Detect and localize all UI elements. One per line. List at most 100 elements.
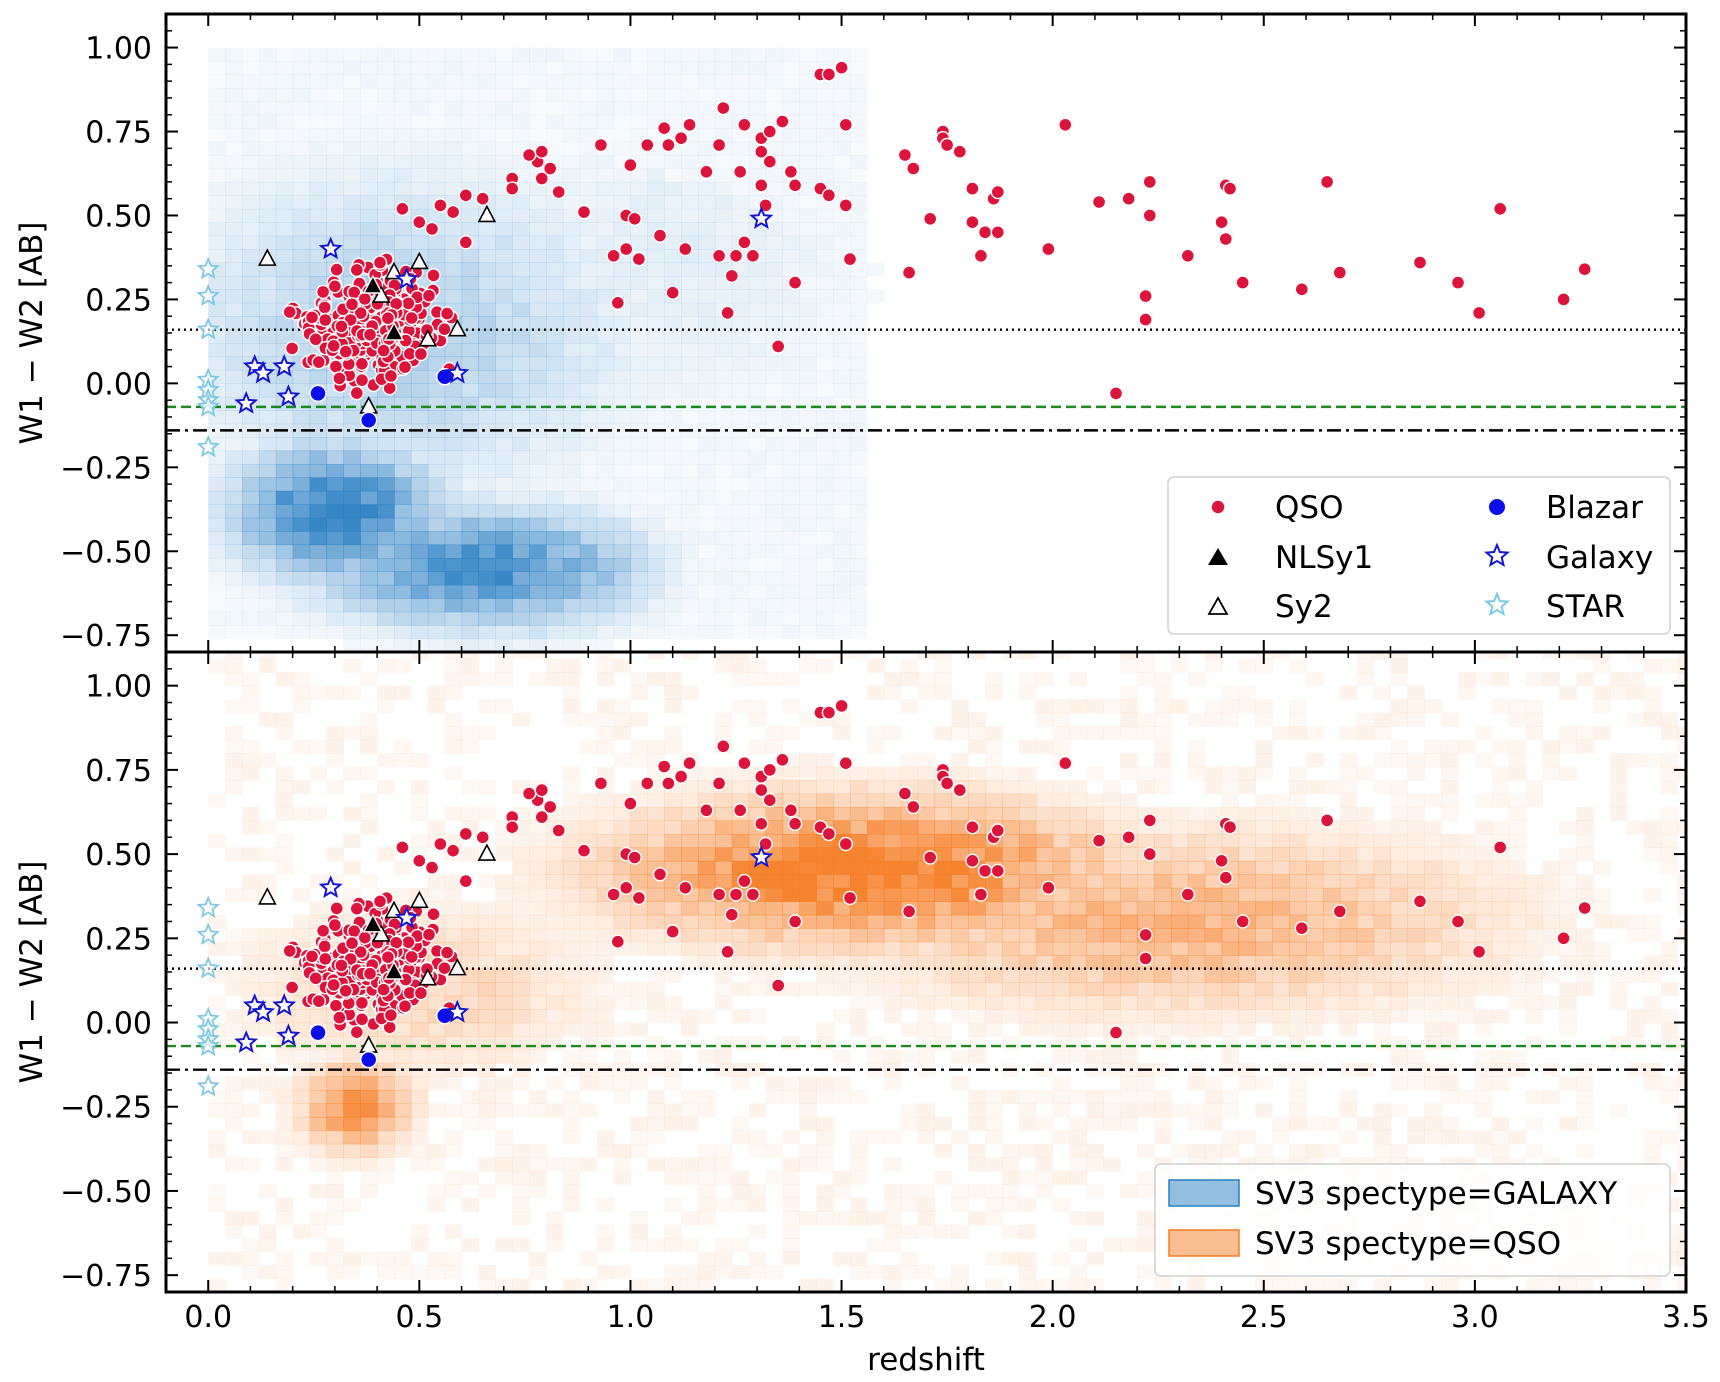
qso-hist-bin [630,1278,648,1292]
qso-hist-bin [529,928,547,943]
qso-hist-bin [1035,1062,1054,1077]
qso-hist-bin [1035,955,1054,970]
qso-hist-bin [478,982,496,997]
galaxy-hist-bin [816,584,834,599]
qso-hist-bin [546,658,564,673]
qso-hist-bin [1052,887,1071,902]
galaxy-hist-bin [377,235,395,250]
qso-hist-bin [1626,820,1645,835]
galaxy-hist-bin [326,504,344,519]
qso-hist-bin [951,968,969,983]
qso-hist-bin [1542,652,1560,660]
qso-hist-bin [1018,1197,1037,1212]
qso-hist-bin [596,968,615,983]
qso-hist-bin [1474,982,1493,997]
qso-hist-bin [1002,1089,1020,1104]
qso-hist-bin [1643,914,1662,929]
galaxy-hist-bin [208,128,226,143]
qso-hist-bin [664,1076,682,1091]
qso-hist-bin [478,1157,496,1172]
qso-hist-bin [1103,982,1121,997]
galaxy-hist-bin [258,329,277,344]
qso-hist-bin [495,658,513,673]
galaxy-hist-bin [731,571,750,586]
qso-hist-bin [1120,753,1138,768]
galaxy-hist-bin [765,369,784,384]
galaxy-hist-bin [512,558,530,572]
galaxy-hist-bin [613,181,632,196]
qso-hist-bin [934,658,952,673]
galaxy-hist-bin [816,87,834,102]
qso-hist-bin [529,847,547,862]
qso-hist-bin [1474,793,1493,808]
galaxy-hist-bin [495,329,513,344]
qso-hist-bin [427,887,446,902]
qso-hist-bin [1441,955,1459,970]
qso-hist-bin [934,820,952,835]
qso-hist-bin [1103,833,1121,848]
galaxy-hist-bin [478,383,496,398]
qso-hist-bin [529,968,547,983]
qso-hist-bin [1390,914,1408,929]
qso-hist-bin [1474,1049,1493,1064]
qso-hist-bin [1407,820,1425,835]
qso-hist-bin [1373,1143,1392,1158]
qso-hist-bin [1187,1278,1206,1292]
qso-hist-bin [343,1143,361,1158]
qso-hist-bin [1154,1089,1172,1104]
galaxy-hist-bin [410,87,429,102]
galaxy-hist-bin [478,625,496,640]
galaxy-hist-bin [461,114,480,129]
galaxy-hist-bin [225,531,243,546]
qso-hist-bin [410,1089,429,1104]
qso-hist-bin [1170,806,1189,821]
galaxy-hist-bin [478,517,496,532]
galaxy-hist-bin [562,558,581,572]
qso-hist-bin [1018,1170,1037,1185]
galaxy-hist-bin [579,531,598,546]
qso-hist-bin [326,1265,344,1280]
qso-hist-bin [495,1170,513,1185]
qso-hist-bin [1373,847,1392,862]
galaxy-hist-bin [562,571,581,586]
galaxy-hist-bin [562,598,581,613]
qso-hist-bin [1052,847,1071,862]
qso-hist-bin [1441,1278,1459,1292]
y-axis-title-top: W1 − W2 [AB] [14,222,50,445]
qso-hist-bin [1137,672,1155,687]
qso-hist-bin [765,901,784,916]
galaxy-hist-bin [258,598,277,613]
galaxy-hist-bin [698,531,716,546]
qso-hist-bin [1035,780,1054,795]
qso-hist-bin [714,1197,733,1212]
qso-point [821,188,837,203]
galaxy-hist-bin [444,396,463,411]
qso-hist-bin [698,793,716,808]
galaxy-hist-bin [596,598,615,613]
qso-hist-bin [579,1157,598,1172]
qso-hist-bin [1035,1116,1054,1131]
galaxy-hist-bin [208,302,226,317]
qso-point [1138,312,1153,327]
galaxy-hist-bin [495,195,513,210]
qso-hist-bin [1339,982,1358,997]
qso-hist-bin [596,1022,615,1037]
galaxy-hist-bin [630,464,648,478]
galaxy-hist-bin [579,490,598,505]
qso-hist-bin [225,1224,243,1239]
galaxy-hist-bin [360,544,378,559]
qso-hist-bin [208,914,226,929]
qso-hist-bin [1002,1143,1020,1158]
qso-hist-bin [1069,1009,1088,1024]
qso-hist-bin [664,1170,682,1185]
galaxy-hist-bin [377,598,395,613]
qso-hist-bin [748,968,767,983]
scatter-points-top [196,60,1592,458]
qso-hist-bin [1154,1009,1172,1024]
qso-hist-bin [833,955,851,970]
galaxy-hist-bin [850,329,868,344]
galaxy-hist-bin [664,464,682,478]
galaxy-hist-bin [360,222,378,237]
qso-hist-bin [1525,1143,1544,1158]
galaxy-hist-bin [782,141,800,156]
